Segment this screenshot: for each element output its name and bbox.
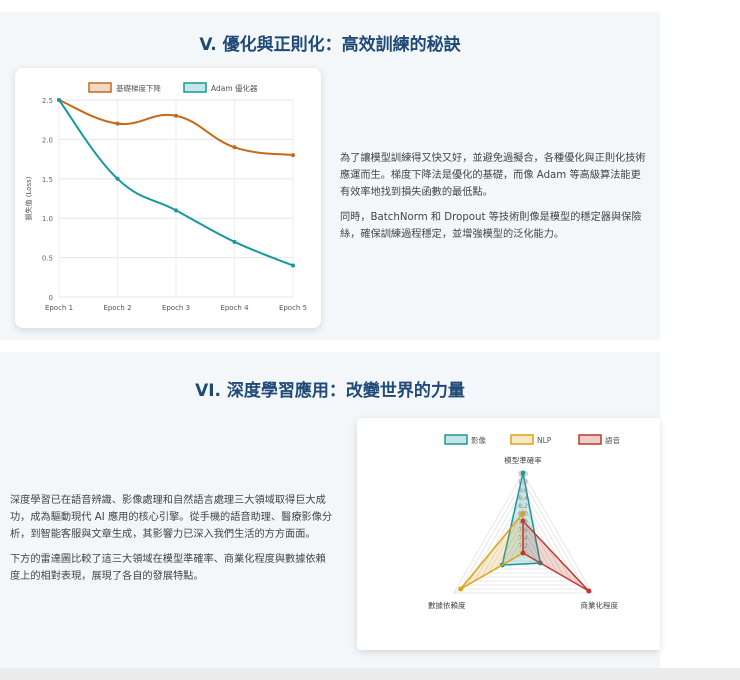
radar-tick-label: 7.2 xyxy=(518,543,528,550)
data-point xyxy=(232,145,237,150)
radar-series-area xyxy=(522,519,590,592)
radar-grid-ring xyxy=(466,488,580,586)
data-point xyxy=(115,121,120,126)
radar-tick-label: 8.2 xyxy=(518,503,528,510)
radar-data-point xyxy=(520,518,526,524)
radar-data-point xyxy=(520,550,526,556)
legend-swatch xyxy=(510,434,534,445)
domain-radar-chart: 影像 NLP 語音 7.27.47.67.88.08.28.48.68.89.0 模型準… xyxy=(428,434,620,610)
radar-tick-label: 7.8 xyxy=(518,519,528,526)
x-tick-label: Epoch 2 xyxy=(103,304,131,312)
legend-label: NLP xyxy=(537,436,552,445)
data-point xyxy=(174,208,178,213)
x-tick-label: Epoch 1 xyxy=(45,304,73,312)
radar-grid-ring xyxy=(508,536,538,562)
loss-line-chart: 0 0.5 1.0 1.5 2.0 2.5 Epoch 1 Epoch 2 Epoch 3 Epo… xyxy=(24,82,307,312)
radar-grid-ring xyxy=(480,504,566,578)
section-applications-title: VI. 深度學習應用：改變世界的力量 xyxy=(195,381,465,401)
radar-series-area xyxy=(501,472,542,566)
radar-grid-ring xyxy=(501,528,545,566)
data-point xyxy=(291,263,295,268)
radar-data-point xyxy=(458,586,464,592)
x-tick-label: Epoch 3 xyxy=(162,304,190,312)
data-point xyxy=(174,113,178,118)
legend-label: Adam 優化器 xyxy=(211,83,258,93)
radar-tick-label: 8.0 xyxy=(518,511,528,518)
loss-chart-card: 0 0.5 1.0 1.5 2.0 2.5 Epoch 1 Epoch 2 Epoch 3 Epo… xyxy=(15,68,321,328)
data-point xyxy=(57,98,61,102)
radar-axis-label: 模型準確率 xyxy=(504,455,542,465)
applications-paragraph-2: 下方的雷達圖比較了這三大領域在模型準確率、商業化程度與數據依賴度上的相對表現，展… xyxy=(10,554,326,582)
radar-grid-ring xyxy=(459,480,587,590)
radar-data-point xyxy=(520,470,526,476)
legend-label: 影像 xyxy=(471,435,486,445)
y-tick-label: 1.0 xyxy=(42,215,53,223)
page-footer-strip xyxy=(0,668,740,680)
legend-swatch xyxy=(88,82,112,93)
data-point xyxy=(291,153,295,158)
section-optimization-text: 為了讓模型訓練得又快又好，並避免過擬合，各種優化與正則化技術應運而生。梯度下降法… xyxy=(340,150,648,251)
radar-series-area xyxy=(460,510,524,590)
legend-label: 基礎梯度下降 xyxy=(116,83,161,93)
y-tick-label: 1.5 xyxy=(42,176,53,184)
legend-swatch xyxy=(183,82,207,93)
radar-tick-label: 8.4 xyxy=(518,495,528,502)
radar-tick-label: 7.6 xyxy=(518,527,528,534)
optimization-paragraph-2: 同時，BatchNorm 和 Dropout 等技術則像是模型的穩定器與保險絲，… xyxy=(340,212,642,240)
radar-tick-label: 8.8 xyxy=(518,479,528,486)
legend-label: 語音 xyxy=(605,435,620,445)
radar-grid-ring xyxy=(487,512,559,574)
y-tick-label: 2.0 xyxy=(42,136,53,144)
radar-data-point xyxy=(586,588,592,594)
radar-tick-label: 8.6 xyxy=(518,487,528,494)
optimization-paragraph-1: 為了讓模型訓練得又快又好，並避免過擬合，各種優化與正則化技術應運而生。梯度下降法… xyxy=(340,153,646,198)
applications-paragraph-1: 深度學習已在語音辨識、影像處理和自然語言處理三大領域取得巨大成功，成為驅動現代 … xyxy=(10,495,333,540)
x-tick-label: Epoch 5 xyxy=(279,304,307,312)
y-tick-label: 2.5 xyxy=(42,97,53,105)
radar-tick-label: 9.0 xyxy=(518,471,528,478)
radar-axis-label: 商業化程度 xyxy=(581,600,619,610)
radar-grid-ring xyxy=(515,544,531,558)
y-tick-label: 0 xyxy=(49,294,53,302)
radar-axis-label: 數據依賴度 xyxy=(428,600,466,610)
radar-grid-ring xyxy=(473,496,573,582)
radar-chart-card: 影像 NLP 語音 7.2 7.4 7.6 7.8 8.0 8.2 8.4 8.6 8.8 9.0 模型準… xyxy=(357,418,660,650)
section-optimization-title: V. 優化與正則化：高效訓練的秘訣 xyxy=(199,35,461,55)
radar-data-point xyxy=(520,510,526,516)
legend-swatch xyxy=(444,434,468,445)
x-tick-label: Epoch 4 xyxy=(220,304,249,312)
radar-tick-label: 7.4 xyxy=(518,535,528,542)
data-point xyxy=(115,176,120,181)
y-tick-label: 0.5 xyxy=(42,255,53,263)
data-point xyxy=(232,239,237,244)
radar-grid-ring xyxy=(453,472,593,594)
legend-swatch xyxy=(578,434,602,445)
section-applications-text: 深度學習已在語音辨識、影像處理和自然語言處理三大領域取得巨大成功，成為驅動現代 … xyxy=(10,492,335,593)
y-axis-label: 損失值 (Loss) xyxy=(24,176,33,220)
